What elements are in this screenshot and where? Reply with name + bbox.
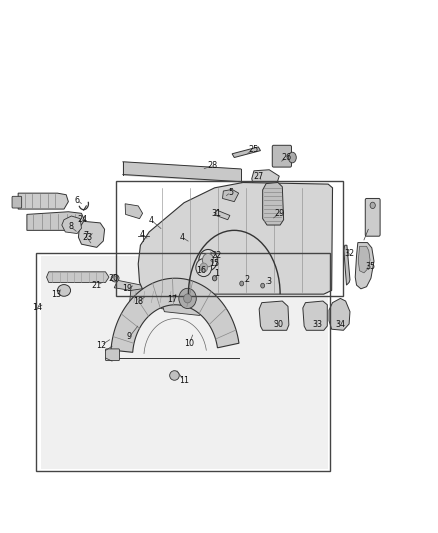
Ellipse shape: [57, 285, 71, 296]
FancyBboxPatch shape: [272, 146, 291, 167]
Text: 2: 2: [245, 274, 250, 284]
Polygon shape: [130, 288, 175, 310]
Polygon shape: [358, 246, 370, 273]
Ellipse shape: [170, 370, 179, 380]
Polygon shape: [252, 169, 279, 187]
Polygon shape: [223, 189, 239, 201]
Text: 29: 29: [274, 209, 284, 218]
Ellipse shape: [111, 274, 119, 282]
Text: 20: 20: [108, 273, 118, 282]
Text: 23: 23: [82, 233, 92, 242]
Text: 4: 4: [180, 233, 184, 242]
Ellipse shape: [370, 202, 375, 208]
Bar: [117, 181, 343, 296]
Polygon shape: [355, 243, 374, 289]
Text: 32: 32: [345, 249, 355, 258]
Polygon shape: [263, 182, 284, 225]
Ellipse shape: [212, 276, 217, 281]
Ellipse shape: [202, 254, 214, 266]
FancyBboxPatch shape: [106, 349, 120, 361]
Polygon shape: [232, 147, 261, 158]
Bar: [35, 253, 330, 471]
Polygon shape: [329, 298, 350, 330]
Text: 22: 22: [212, 252, 222, 260]
Ellipse shape: [184, 294, 191, 303]
Text: 15: 15: [209, 260, 220, 268]
Polygon shape: [46, 272, 109, 282]
Text: 19: 19: [122, 284, 132, 293]
Text: 14: 14: [32, 303, 42, 312]
Text: 1: 1: [214, 269, 219, 278]
Text: 33: 33: [312, 320, 322, 329]
Polygon shape: [138, 182, 332, 294]
Polygon shape: [303, 301, 327, 330]
Ellipse shape: [288, 152, 296, 163]
Text: 30: 30: [273, 320, 283, 329]
Polygon shape: [111, 278, 239, 352]
Text: 9: 9: [127, 332, 132, 341]
Text: 8: 8: [68, 222, 73, 231]
Text: 16: 16: [196, 266, 206, 275]
Polygon shape: [344, 245, 350, 285]
FancyBboxPatch shape: [365, 198, 380, 236]
Text: 7: 7: [83, 231, 88, 240]
Polygon shape: [215, 210, 230, 220]
Ellipse shape: [179, 288, 196, 309]
Text: 26: 26: [282, 153, 292, 162]
Text: 27: 27: [253, 172, 263, 181]
Text: 24: 24: [78, 215, 88, 224]
Text: 5: 5: [228, 188, 233, 197]
Polygon shape: [62, 216, 81, 233]
Polygon shape: [78, 221, 105, 247]
Polygon shape: [27, 212, 86, 230]
Ellipse shape: [240, 281, 244, 286]
Polygon shape: [114, 280, 144, 292]
Ellipse shape: [261, 283, 265, 288]
Text: 35: 35: [366, 262, 376, 271]
Text: 25: 25: [249, 145, 259, 154]
Text: 28: 28: [207, 161, 218, 170]
FancyBboxPatch shape: [12, 196, 21, 208]
Text: 3: 3: [267, 277, 272, 286]
Polygon shape: [125, 204, 143, 219]
Text: 4: 4: [149, 216, 154, 225]
Ellipse shape: [199, 249, 217, 271]
Text: 21: 21: [92, 280, 102, 289]
Ellipse shape: [200, 263, 208, 272]
Polygon shape: [161, 282, 211, 316]
Polygon shape: [41, 256, 328, 469]
Ellipse shape: [196, 259, 212, 277]
Text: 34: 34: [336, 320, 346, 329]
Text: 17: 17: [167, 295, 177, 304]
Text: 10: 10: [184, 339, 194, 348]
Text: 13: 13: [52, 289, 62, 298]
Polygon shape: [204, 242, 226, 252]
Polygon shape: [259, 301, 289, 330]
Text: 4: 4: [140, 230, 145, 239]
Text: 6: 6: [74, 196, 80, 205]
Text: 31: 31: [212, 209, 222, 218]
Text: 11: 11: [179, 376, 189, 385]
Text: 18: 18: [133, 296, 143, 305]
Text: 12: 12: [96, 341, 106, 350]
Polygon shape: [18, 193, 68, 209]
